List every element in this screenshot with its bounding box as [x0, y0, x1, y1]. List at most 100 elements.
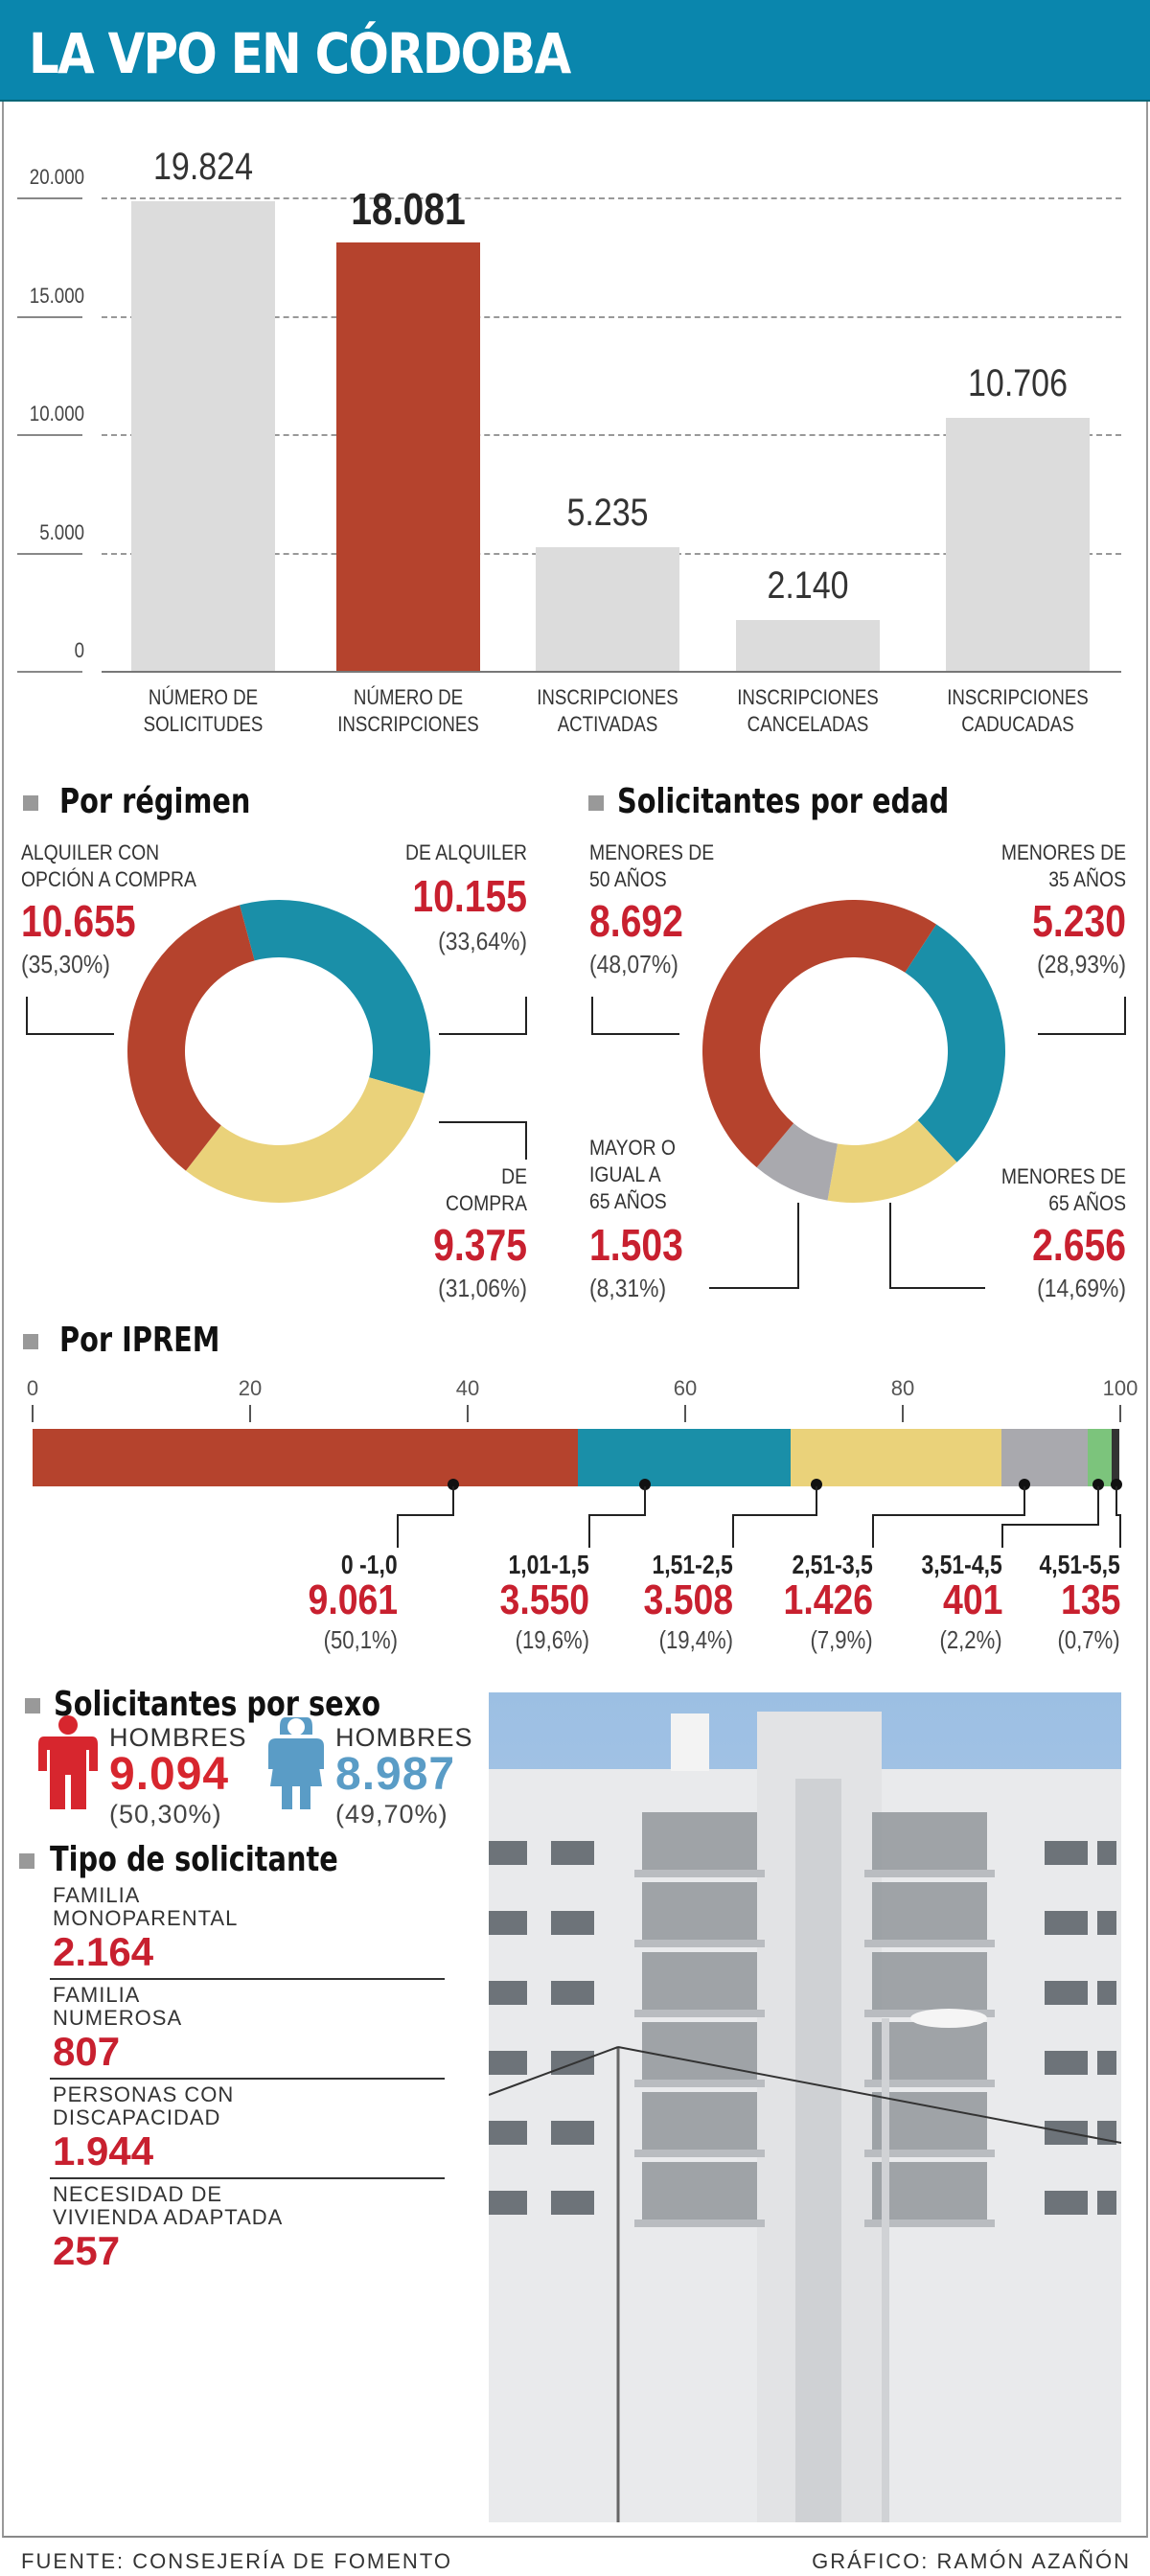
bar-value-label: 18.081: [351, 184, 466, 235]
x-tick-label: 80: [890, 1376, 915, 1400]
tipo-value: 257: [53, 2228, 121, 2273]
tipo-value: 2.164: [53, 1929, 154, 1974]
donut-slice: [905, 924, 1005, 1162]
gridline: [102, 197, 1121, 199]
y-tick-label: 15.000: [29, 283, 84, 308]
window: [1045, 2051, 1088, 2075]
y-tick-line: [17, 197, 82, 199]
donut-value: 10.655: [21, 896, 136, 946]
x-tick-label: 0: [26, 1376, 39, 1400]
tipo-value: 807: [53, 2029, 121, 2074]
donut-label: DE COMPRA: [446, 1164, 527, 1215]
window: [489, 1841, 527, 1865]
balcony: [872, 2022, 987, 2080]
section-marker: [23, 795, 38, 811]
bar-category-label: NÚMERO DE INSCRIPCIONES: [337, 685, 479, 736]
donut-pct: (28,93%): [1037, 950, 1126, 978]
bar-segment: [1111, 1429, 1120, 1486]
sexo-label: HOMBRES: [335, 1723, 473, 1752]
x-tick-label: 100: [1102, 1376, 1138, 1400]
leader-line: [26, 997, 114, 1035]
balcony-slab: [864, 2220, 995, 2227]
divider: [50, 1978, 445, 1980]
iprem-value: 135: [1060, 1576, 1120, 1623]
x-tick-label: 40: [455, 1376, 480, 1400]
donut-label: ALQUILER CON OPCIÓN A COMPRA: [21, 840, 196, 891]
bar-category-label: INSCRIPCIONES CADUCADAS: [947, 685, 1089, 736]
window: [551, 1911, 594, 1935]
tipo-label-line1: PERSONAS CON: [53, 2082, 235, 2106]
donut-label: MENORES DE 35 AÑOS: [1000, 840, 1126, 891]
bar-category-label: INSCRIPCIONES CANCELADAS: [737, 685, 879, 736]
x-tick: [249, 1405, 251, 1422]
iprem-range-label: 4,51-5,5: [1039, 1550, 1120, 1579]
leader-line: [397, 1514, 454, 1516]
tipo-label-line1: FAMILIA: [53, 1883, 141, 1907]
sexo-pct: (50,30%): [109, 1800, 222, 1828]
balcony-slab: [864, 1870, 995, 1877]
section-title-edad: Solicitantes por edad: [617, 782, 950, 821]
donut-slice: [702, 900, 937, 1168]
iprem-range-label: 1,01-1,5: [508, 1550, 589, 1579]
donut-value: 9.375: [433, 1220, 527, 1270]
section-marker: [588, 795, 604, 811]
window: [489, 2121, 527, 2145]
footer-credit: GRÁFICO: RAMÓN AZAÑÓN: [812, 2549, 1131, 2573]
iprem-pct: (19,4%): [658, 1625, 733, 1654]
window: [1045, 1911, 1088, 1935]
window: [489, 1981, 527, 2005]
section-title-iprem: Por IPREM: [59, 1321, 220, 1360]
bar: [336, 242, 480, 671]
iprem-pct: (50,1%): [323, 1625, 398, 1654]
window: [551, 1981, 594, 2005]
balcony: [872, 2092, 987, 2150]
leader-dot: [639, 1479, 651, 1490]
bar: [131, 201, 275, 671]
leader-dot: [448, 1479, 459, 1490]
bar-segment: [1087, 1429, 1113, 1486]
iprem-range-label: 3,51-4,5: [921, 1550, 1002, 1579]
iprem-value: 1.426: [783, 1576, 873, 1623]
balcony: [872, 1812, 987, 1870]
woman-icon: [268, 1717, 324, 1809]
iprem-pct: (0,7%): [1057, 1625, 1120, 1654]
donut-pct: (8,31%): [589, 1274, 667, 1302]
window: [489, 2051, 527, 2075]
window: [1045, 1841, 1088, 1865]
balcony-slab: [864, 1940, 995, 1947]
balcony: [642, 2092, 757, 2150]
window: [1045, 1981, 1088, 2005]
leader-line: [397, 1514, 399, 1548]
x-tick-label: 60: [673, 1376, 698, 1400]
tipo-label-line1: NECESIDAD DE: [53, 2182, 223, 2206]
bar: [946, 417, 1090, 671]
leader-line: [588, 1514, 590, 1548]
x-tick: [32, 1405, 34, 1422]
iprem-range-label: 0 -1,0: [341, 1550, 398, 1579]
man-icon: [38, 1715, 98, 1809]
donut-label: MENORES DE 50 AÑOS: [589, 840, 715, 891]
bar-value-label: 10.706: [968, 361, 1068, 404]
iprem-pct: (19,6%): [515, 1625, 589, 1654]
donut-value: 10.155: [412, 871, 527, 921]
y-tick-label: 10.000: [29, 402, 84, 426]
bar-value-label: 5.235: [566, 491, 649, 534]
balcony: [642, 2162, 757, 2220]
window: [1097, 1911, 1116, 1935]
iprem-value: 9.061: [308, 1576, 398, 1623]
leader-line: [1001, 1524, 1003, 1548]
leader-dot: [1019, 1479, 1030, 1490]
donut-slice: [185, 1077, 425, 1203]
leader-line: [1038, 997, 1126, 1035]
balcony-slab: [634, 2150, 765, 2157]
gridline: [102, 315, 1121, 318]
x-tick-label: 20: [238, 1376, 263, 1400]
divider: [50, 2177, 445, 2179]
leader-line: [816, 1486, 817, 1514]
x-tick: [684, 1405, 686, 1422]
balcony: [872, 1952, 987, 2010]
bar-category-label: NÚMERO DE SOLICITUDES: [143, 685, 264, 736]
balcony: [642, 1812, 757, 1870]
balcony: [872, 1882, 987, 1940]
footer-source: FUENTE: CONSEJERÍA DE FOMENTO: [21, 2549, 452, 2573]
